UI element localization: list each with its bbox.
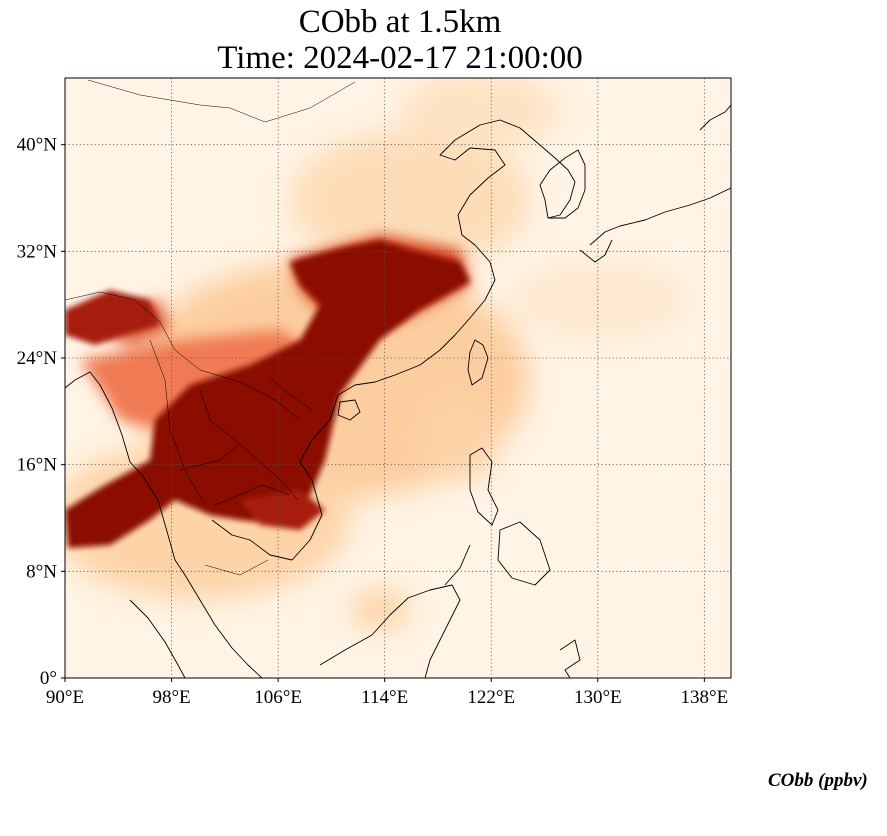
lon-tick-label: 114°E [361, 687, 408, 708]
coastline-sulawesi [559, 639, 581, 678]
lat-tick-label: 40°N [17, 135, 58, 156]
lon-tick-label: 98°E [152, 687, 190, 708]
lon-tick-label: 138°E [681, 687, 729, 708]
lon-tick-label: 90°E [46, 687, 84, 708]
coastline-japan [579, 104, 731, 263]
map-gridlines [65, 78, 731, 678]
coastline-hainan [337, 399, 361, 421]
colorbar-label: CObb (ppbv) [768, 770, 868, 791]
lat-tick-label: 8°N [26, 561, 57, 582]
lon-tick-label: 106°E [254, 687, 302, 708]
coastlines [65, 104, 731, 678]
lat-tick-label: 32°N [17, 241, 58, 262]
country-borders [65, 79, 356, 576]
co-concentration-field [65, 78, 690, 630]
coastline-sumatra [129, 599, 186, 678]
map-frame [64, 77, 732, 679]
lat-tick-label: 0° [40, 668, 57, 689]
lat-tick-label: 16°N [17, 455, 58, 476]
lat-tick-label: 24°N [17, 348, 58, 369]
coastline-korea [539, 149, 586, 219]
coastline-borneo [319, 584, 461, 678]
coastline-philippines [444, 447, 551, 586]
coastline-taiwan [467, 339, 489, 386]
lon-tick-label: 130°E [574, 687, 622, 708]
map-figure: 90°E 98°E 106°E 114°E 122°E 130°E 138°E 0° 8°N 16… [17, 77, 732, 708]
map-title: CObb at 1.5km [298, 4, 502, 40]
map-plot-area [65, 78, 731, 678]
map-axis-ticks: 90°E 98°E 106°E 114°E 122°E 130°E 138°E 0° 8°N 16… [17, 135, 729, 708]
coastline-mainland-asia [65, 119, 576, 678]
lon-tick-label: 122°E [467, 687, 515, 708]
map-time-subtitle: Time: 2024-02-17 21:00:00 [217, 40, 583, 76]
